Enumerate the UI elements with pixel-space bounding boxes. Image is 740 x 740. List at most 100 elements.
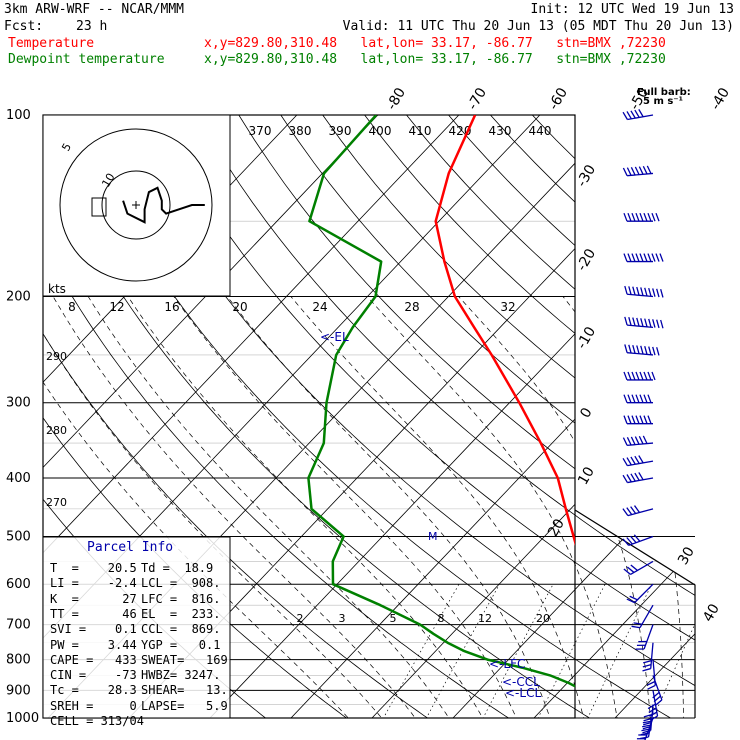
dry-adiabat bbox=[154, 115, 695, 718]
parcel-info-cell: CCL = 869. bbox=[141, 622, 221, 637]
lfc-annotation: <-LFC bbox=[489, 657, 525, 671]
wind-barb bbox=[631, 604, 654, 629]
temperature-profile bbox=[434, 115, 575, 546]
isotherm-label: 10 bbox=[575, 464, 598, 487]
moist-adiabat bbox=[667, 296, 695, 718]
wind-barb bbox=[622, 455, 654, 467]
hodo-ring bbox=[101, 170, 171, 240]
pressure-label: 800 bbox=[6, 653, 31, 668]
temperature-legend-info: x,y=829.80,310.48 lat,lon= 33.17, -86.77… bbox=[204, 36, 666, 51]
moist-adiabat bbox=[52, 296, 425, 718]
wind-barb bbox=[635, 624, 654, 650]
dry-adiabat bbox=[43, 115, 529, 718]
forecast-label: Fcst: bbox=[4, 19, 44, 34]
isotherm bbox=[359, 115, 695, 718]
mixing-ratio-line bbox=[419, 584, 500, 718]
moist-adiabat bbox=[227, 296, 555, 718]
wind-barb bbox=[647, 690, 659, 721]
plot-frame bbox=[42, 114, 576, 719]
wind-barb bbox=[646, 659, 656, 690]
mixing-ratio-label: 12 bbox=[478, 612, 492, 625]
wind-barb bbox=[642, 704, 654, 734]
wind-barb bbox=[624, 285, 664, 298]
dry-adiabat bbox=[364, 115, 695, 718]
dry-adiabat bbox=[280, 115, 695, 718]
parcel-info-cell: K = 27 bbox=[50, 591, 137, 606]
dry-adiabat bbox=[322, 115, 695, 718]
isotherm-label: 0 bbox=[577, 405, 595, 421]
isotherm-label: -30 bbox=[574, 162, 599, 190]
isotherm bbox=[43, 115, 460, 718]
parcel-info-cell: T = 20.5 bbox=[50, 561, 137, 575]
hodo-units-label: kts bbox=[48, 282, 66, 296]
theta-label: 390 bbox=[329, 124, 352, 138]
pressure-label: 500 bbox=[6, 529, 31, 544]
hodo-axis-label: 12 bbox=[109, 300, 124, 314]
isotherm-label: 20 bbox=[545, 516, 568, 539]
hodo-ring bbox=[59, 128, 213, 282]
wind-barb bbox=[622, 534, 654, 546]
hodograph-trace bbox=[122, 186, 205, 224]
parcel-info-title: Parcel Info bbox=[87, 540, 174, 555]
pressure-label: 100 bbox=[6, 108, 31, 123]
wind-barb bbox=[624, 344, 660, 356]
isotherm bbox=[43, 115, 379, 718]
moist-adiabat bbox=[290, 296, 588, 718]
el-annotation: <-EL bbox=[320, 330, 349, 344]
dry-adiabat bbox=[43, 115, 611, 718]
init-time: Init: 12 UTC Wed 19 Jun 13 bbox=[530, 2, 735, 17]
model-title: 3km ARW-WRF -- NCAR/MMM bbox=[4, 2, 185, 17]
moist-adiabat bbox=[458, 296, 652, 718]
parcel-info-cell: CAPE = 433 bbox=[50, 652, 137, 667]
wind-barb bbox=[623, 253, 664, 263]
isotherm-label: 30 bbox=[675, 544, 698, 567]
theta-label: 440 bbox=[529, 124, 552, 138]
hodo-storm-box bbox=[91, 197, 107, 217]
theta-side-label: 290 bbox=[46, 350, 67, 363]
wind-barb bbox=[623, 560, 654, 576]
dry-adiabat bbox=[238, 115, 695, 718]
hodo-axis-label: 32 bbox=[500, 300, 515, 314]
parcel-info-cell: YGP = 0.1 bbox=[141, 637, 221, 652]
isotherm-label: -80 bbox=[384, 85, 409, 113]
dry-adiabat bbox=[196, 115, 695, 718]
wind-barb bbox=[623, 415, 653, 425]
isotherm bbox=[440, 115, 695, 718]
wind-barb bbox=[622, 435, 654, 446]
pressure-label: 400 bbox=[6, 471, 31, 486]
moist-adiabat bbox=[366, 296, 620, 718]
pressure-label: 900 bbox=[6, 683, 31, 698]
parcel-info-cell: PW = 3.44 bbox=[50, 637, 137, 652]
moist-adiabat bbox=[127, 296, 490, 718]
hodo-axis-label: 20 bbox=[232, 300, 247, 314]
parcel-info-box bbox=[42, 536, 231, 719]
wind-barb bbox=[624, 316, 664, 329]
parcel-info-cell: HWBZ= 3247. bbox=[141, 668, 221, 683]
pressure-label: 300 bbox=[6, 396, 31, 411]
parcel-info-cell: SWEAT= 169 bbox=[141, 652, 228, 667]
wind-barb bbox=[623, 212, 660, 222]
isotherm-label: -60 bbox=[546, 85, 571, 113]
mixing-ratio-label: 20 bbox=[536, 612, 550, 625]
dry-adiabat bbox=[43, 115, 447, 718]
parcel-info-cell: SVI = 0.1 bbox=[50, 622, 137, 637]
hodo-ring-label: 10 bbox=[99, 171, 117, 190]
valid-time: Valid: 11 UTC Thu 20 Jun 13 (05 MDT Thu … bbox=[342, 19, 734, 34]
parcel-info-cell: Td = 18.9 bbox=[141, 561, 214, 575]
forecast-hour: 23 h bbox=[76, 19, 108, 34]
pressure-label: 600 bbox=[6, 577, 31, 592]
parcel-info-cell: TT = 46 bbox=[50, 606, 137, 621]
wind-barb bbox=[642, 642, 654, 672]
parcel-info-cell: Tc = 28.3 bbox=[50, 683, 137, 698]
isotherm bbox=[278, 115, 695, 718]
dry-adiabat bbox=[406, 115, 695, 718]
dry-adiabat bbox=[573, 115, 695, 718]
barb-frame bbox=[574, 509, 696, 718]
dry-adiabat bbox=[657, 115, 695, 718]
pressure-label: 1000 bbox=[6, 711, 39, 726]
parcel-info-cell: LI = -2.4 bbox=[50, 576, 137, 591]
hodo-axis-label: 24 bbox=[312, 300, 327, 314]
barb-legend-line1: Full barb: bbox=[637, 87, 691, 98]
dry-adiabat bbox=[448, 115, 695, 718]
